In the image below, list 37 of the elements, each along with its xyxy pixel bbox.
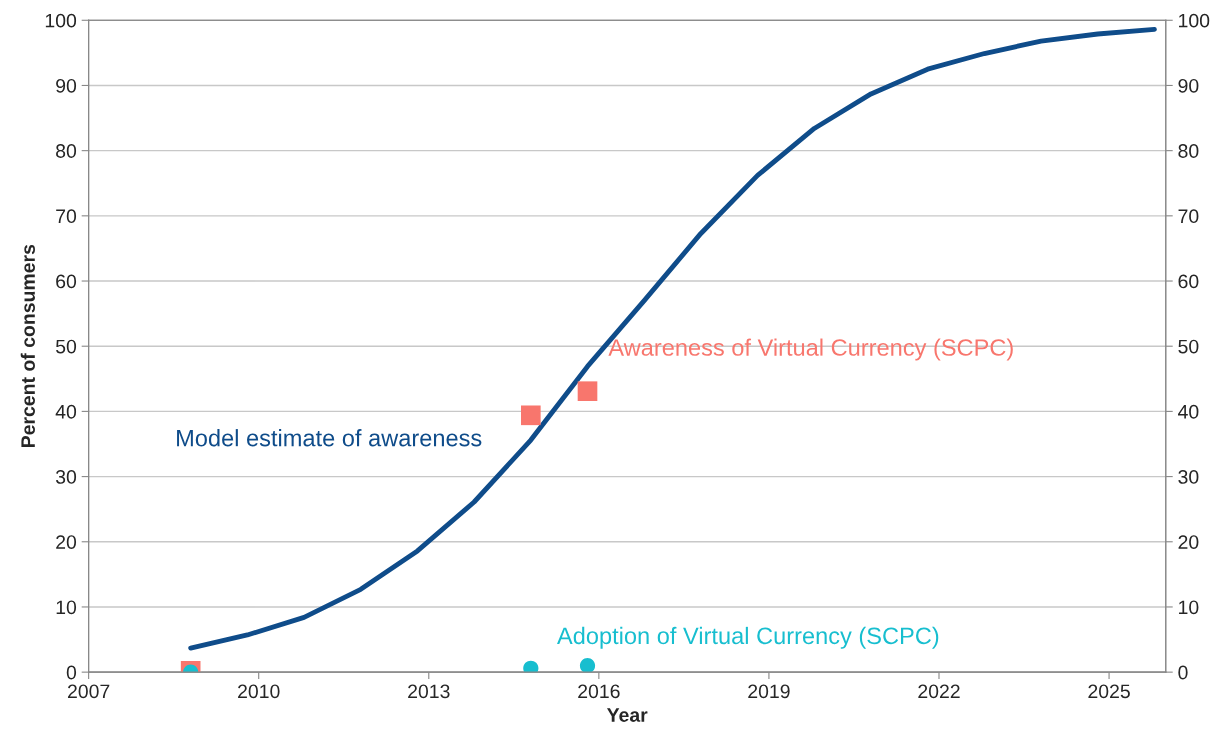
x-tick-label: 2007 [67,684,110,699]
x-tick-label: 2025 [1088,684,1130,699]
y2-tick-label: 80 [1178,144,1199,158]
y-tick-label: 50 [55,339,77,354]
y2-tick-label: 50 [1178,339,1199,354]
y-axis-title: Percent of consumers [20,244,35,448]
y-tick-label: 0 [66,665,77,680]
y2-tick-label: 40 [1178,404,1199,419]
series-label: Model estimate of awareness [177,429,482,447]
series-label: Awareness of Virtual Currency (SCPC) [608,338,1013,361]
y-tick-label: 100 [45,13,77,28]
y-tick-label: 80 [56,144,77,158]
y-tick-label: 70 [56,209,77,224]
x-axis-title: Year [606,708,648,722]
y2-tick-label: 90 [1178,78,1199,93]
series-label: Adoption of Virtual Currency (SCPC) [557,626,939,649]
x-tick-label: 2019 [748,684,790,699]
point [523,660,539,673]
x-tick-label: 2013 [408,684,450,699]
point [521,405,541,426]
y-tick-label: 10 [56,600,77,615]
y-tick-label: 40 [55,404,77,419]
y2-tick-label: 0 [1178,665,1188,680]
x-tick-label: 2010 [238,684,280,699]
y2-tick-label: 20 [1178,535,1199,550]
y2-tick-label: 30 [1178,470,1199,484]
y2-tick-label: 70 [1178,209,1199,224]
point [577,381,598,402]
y-tick-label: 20 [56,535,77,550]
x-tick-label: 2016 [578,684,620,699]
y-tick-label: 30 [55,470,77,484]
y-tick-label: 90 [56,78,77,93]
y-tick-label: 60 [56,274,77,289]
y2-tick-label: 10 [1179,600,1199,615]
x-tick-label: 2022 [918,684,960,699]
y2-tick-label: 100 [1179,13,1210,28]
y2-tick-label: 60 [1178,274,1199,289]
